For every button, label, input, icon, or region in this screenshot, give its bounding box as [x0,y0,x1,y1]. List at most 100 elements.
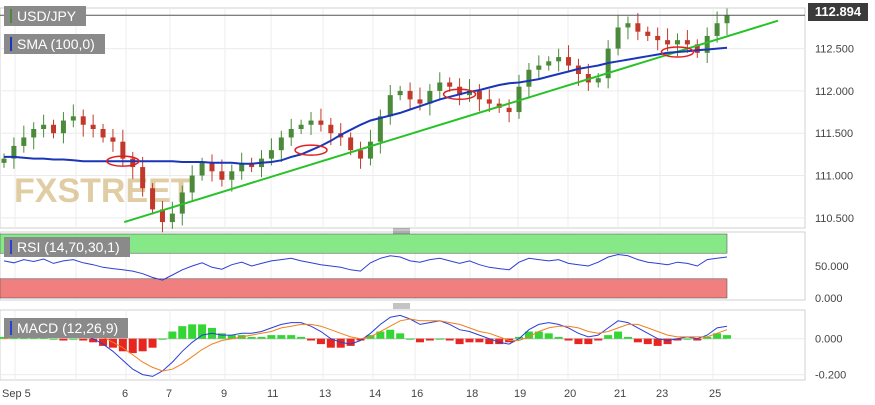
rsi-line [3,253,728,281]
sma-legend-label[interactable]: SMA (100,0) [4,34,105,54]
price-axis-tick-label: 112.500 [815,44,854,56]
candle-body [536,65,542,70]
macd-histogram-bar [683,338,692,340]
sma-line [4,46,728,165]
candle-body [110,137,116,142]
macd-histogram-bar [594,338,603,341]
macd-histogram-bar [524,331,533,339]
rsi-legend-label[interactable]: RSI (14,70,30,1) [4,237,130,257]
candle-body [566,57,572,66]
price-axis-tick-label: 111.000 [815,171,853,183]
candle-body [249,162,255,168]
macd-histogram-bar [614,331,623,339]
candle-body [427,90,433,104]
macd-histogram-bar [148,338,157,348]
x-axis-tick-label: 21 [614,388,626,400]
last-price-tag: 112.894 [808,3,868,21]
candle-body [288,129,294,138]
macd-histogram-bar [297,336,306,339]
touch-point-circle [294,144,328,156]
macd-histogram-bar [128,338,137,354]
macd-histogram-bar [465,338,474,343]
candle-body [328,124,334,134]
macd-line [3,314,728,377]
macd-histogram-bar [376,331,385,339]
candle-body [546,61,552,66]
panel-frame-0 [0,7,806,229]
macd-histogram-bar [188,324,197,339]
macd-histogram-bar [623,336,632,339]
x-axis-tick-label: 20 [564,388,576,400]
x-axis-tick-label: 18 [466,388,478,400]
candle-body [159,209,165,223]
x-axis-tick-label: 9 [221,388,227,400]
candle-body [189,175,195,193]
price-axis-tick-label: 110.500 [815,213,854,225]
symbol-text: USD/JPY [17,8,77,24]
candle-body [80,116,86,125]
macd-histogram-bar [108,338,117,348]
price-axis-tick-label: 111.500 [815,128,853,140]
candle-body [684,40,690,45]
macd-histogram-bar [326,338,335,348]
candle-body [694,44,700,53]
sma-color-swatch [10,37,12,51]
candle-body [407,90,413,100]
macd-histogram-bar [653,338,662,346]
rsi-axis-tick-label: 50.000 [815,261,849,273]
macd-histogram-bar [158,338,167,340]
candle-body [625,23,631,28]
symbol-label[interactable]: USD/JPY [4,6,87,26]
macd-histogram-bar [59,338,68,341]
candle-body [556,57,562,62]
macd-legend-text: MACD (12,26,9) [17,320,119,336]
candle-body [100,129,106,138]
price-axis-tick-label: 112.000 [815,86,854,98]
macd-histogram-bar [435,338,444,340]
macd-histogram-bar [673,338,682,341]
candle-body [526,69,532,87]
rsi-legend-text: RSI (14,70,30,1) [17,239,120,255]
candle-body [595,78,601,83]
rsi-oversold-zone [0,278,728,299]
macd-histogram-bar [89,338,98,343]
candle-body [51,124,57,134]
macd-legend-label[interactable]: MACD (12,26,9) [4,318,129,338]
macd-histogram-bar [475,338,484,343]
candle-body [169,213,175,223]
candle-body [90,124,96,129]
candle-body [635,23,641,32]
candle-body [486,99,492,104]
candle-body [645,31,651,36]
candle-body [278,137,284,151]
macd-histogram-bar [396,333,405,339]
candle-body [60,120,66,134]
candle-body [229,171,235,180]
macd-histogram-bar [69,338,78,340]
candle-body [714,23,720,36]
candle-body [437,82,443,91]
candle-body [457,86,463,96]
macd-axis-tick-label: 0.000 [815,334,843,346]
macd-histogram-bar [277,335,286,339]
macd-histogram-bar [425,338,434,341]
candle-body [298,124,304,129]
candle-body [31,129,37,138]
candle-body [704,35,710,53]
macd-histogram-bar [534,331,543,339]
macd-histogram-bar [178,326,187,339]
x-axis-tick-label: Sep 5 [2,388,31,400]
macd-histogram-bar [198,324,207,339]
candle-body [179,192,185,214]
signal-line [3,318,728,372]
x-axis-tick-label: 6 [122,388,128,400]
candle-body [655,35,661,41]
candle-body [724,15,730,24]
macd-histogram-bar [515,336,524,339]
macd-histogram-bar [445,338,454,341]
rsi-color-swatch [10,240,12,254]
macd-histogram-bar [217,333,226,339]
candle-body [516,86,522,113]
macd-histogram-bar [604,335,613,339]
